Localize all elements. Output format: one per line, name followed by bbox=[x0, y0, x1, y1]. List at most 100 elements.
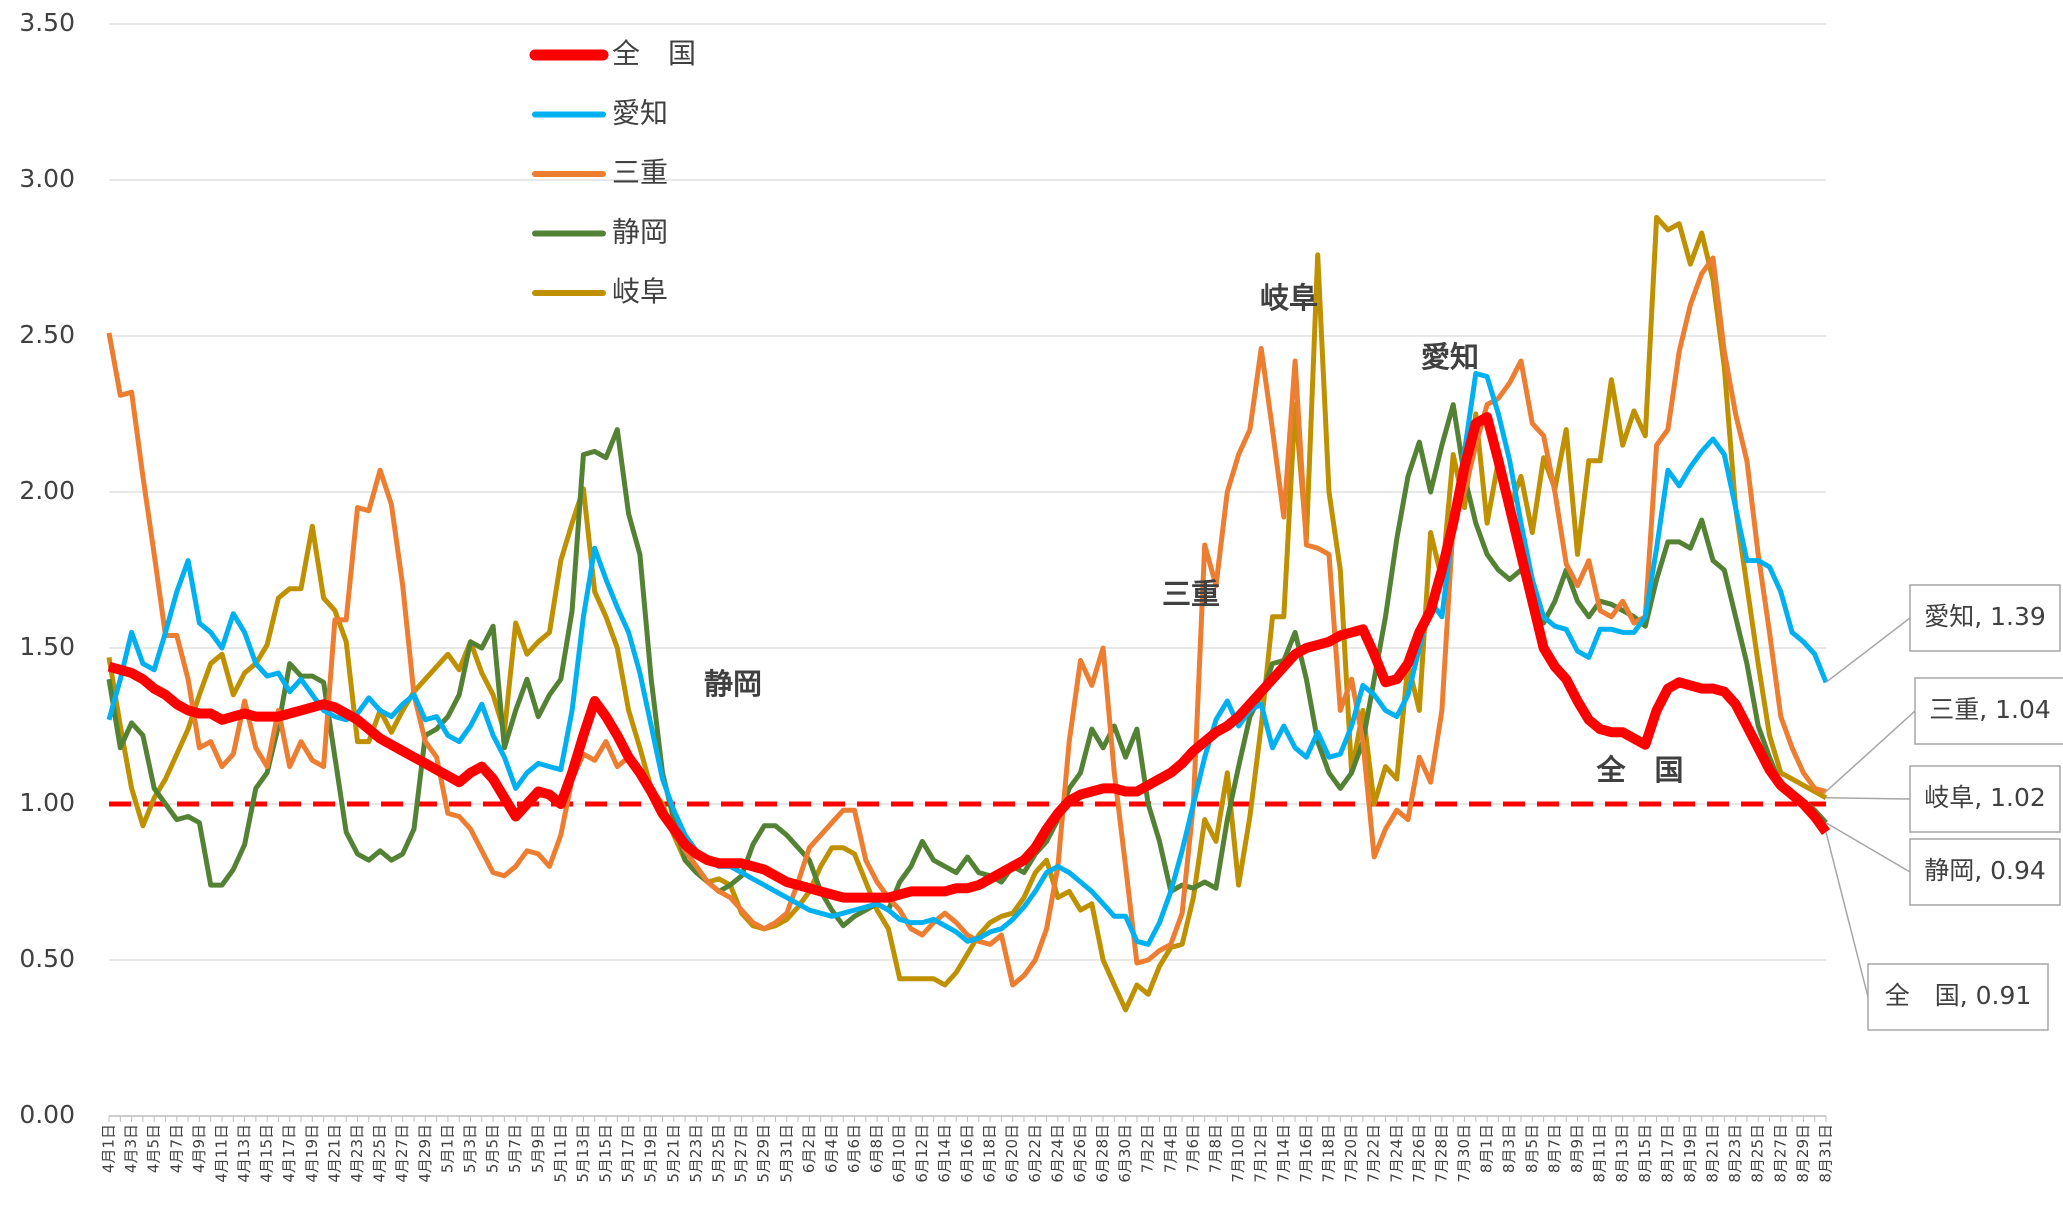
x-tick-label: 7月24日 bbox=[1387, 1124, 1405, 1183]
callout-box bbox=[1909, 838, 2061, 906]
x-tick-label: 7月12日 bbox=[1252, 1124, 1270, 1183]
x-tick-label: 6月8日 bbox=[868, 1124, 886, 1173]
x-tick-label: 5月3日 bbox=[461, 1124, 479, 1173]
x-tick-label: 8月17日 bbox=[1658, 1124, 1676, 1183]
x-tick-label: 8月5日 bbox=[1523, 1124, 1541, 1173]
series-line bbox=[106, 402, 1828, 929]
callout-leader bbox=[1825, 822, 1911, 873]
x-tick-label: 5月9日 bbox=[529, 1124, 547, 1173]
x-tick-label: 4月19日 bbox=[303, 1124, 321, 1183]
x-tick-label: 6月30日 bbox=[1116, 1124, 1134, 1183]
x-tick-label: 6月22日 bbox=[1026, 1124, 1044, 1183]
x-tick-label: 8月3日 bbox=[1500, 1124, 1518, 1173]
callout-label: 三重, 1.04 bbox=[1929, 695, 2051, 724]
legend-label: 岐阜 bbox=[612, 275, 668, 308]
x-tick-label: 8月13日 bbox=[1613, 1124, 1631, 1183]
x-tick-label: 4月25日 bbox=[371, 1124, 389, 1183]
y-tick-label: 2.50 bbox=[19, 320, 75, 349]
series-line bbox=[106, 214, 1828, 1013]
series-label: 静岡 bbox=[704, 667, 762, 701]
y-tick-label: 3.00 bbox=[19, 164, 75, 193]
series-label: 三重 bbox=[1162, 577, 1220, 611]
y-tick-label: 3.50 bbox=[19, 8, 75, 37]
x-tick-label: 6月14日 bbox=[935, 1124, 953, 1183]
x-tick-label: 6月26日 bbox=[1071, 1124, 1089, 1183]
x-tick-label: 8月1日 bbox=[1478, 1124, 1496, 1173]
x-tick-label: 8月7日 bbox=[1545, 1124, 1563, 1173]
callout-leader bbox=[1825, 797, 1911, 800]
x-tick-label: 4月5日 bbox=[145, 1124, 163, 1173]
x-tick-label: 4月3日 bbox=[122, 1124, 140, 1173]
y-tick-label: 0.50 bbox=[19, 944, 75, 973]
x-tick-label: 6月2日 bbox=[800, 1124, 818, 1173]
legend-label: 愛知 bbox=[612, 97, 668, 130]
callout-label: 岐阜, 1.02 bbox=[1924, 783, 2046, 812]
x-tick-label: 4月23日 bbox=[348, 1124, 366, 1183]
legend-label: 静岡 bbox=[612, 216, 668, 249]
x-tick-label: 7月28日 bbox=[1432, 1124, 1450, 1183]
x-tick-label: 7月4日 bbox=[1161, 1124, 1179, 1173]
x-tick-label: 6月10日 bbox=[890, 1124, 908, 1183]
x-tick-label: 4月21日 bbox=[325, 1124, 343, 1183]
x-tick-label: 8月19日 bbox=[1681, 1124, 1699, 1183]
x-tick-label: 7月20日 bbox=[1342, 1124, 1360, 1183]
x-tick-label: 6月12日 bbox=[913, 1124, 931, 1183]
callout-box bbox=[1867, 963, 2049, 1031]
series-label: 岐阜 bbox=[1260, 281, 1318, 315]
callout-box bbox=[1914, 677, 2063, 745]
x-tick-label: 8月23日 bbox=[1726, 1124, 1744, 1183]
x-tick-label: 6月18日 bbox=[981, 1124, 999, 1183]
callout-label: 全 国, 0.91 bbox=[1885, 981, 2032, 1010]
x-tick-label: 5月17日 bbox=[619, 1124, 637, 1183]
x-tick-label: 5月19日 bbox=[642, 1124, 660, 1183]
callout-leader bbox=[1825, 710, 1916, 793]
x-tick-label: 8月9日 bbox=[1568, 1124, 1586, 1173]
x-tick-label: 5月25日 bbox=[709, 1124, 727, 1183]
x-tick-label: 5月1日 bbox=[438, 1124, 456, 1173]
x-tick-label: 7月22日 bbox=[1365, 1124, 1383, 1183]
x-tick-label: 4月9日 bbox=[190, 1124, 208, 1173]
x-tick-label: 7月26日 bbox=[1410, 1124, 1428, 1183]
x-tick-label: 6月28日 bbox=[1094, 1124, 1112, 1183]
x-tick-label: 7月30日 bbox=[1455, 1124, 1473, 1183]
callout-box bbox=[1909, 584, 2061, 652]
x-tick-label: 4月29日 bbox=[416, 1124, 434, 1183]
callout-label: 静岡, 0.94 bbox=[1924, 856, 2046, 885]
x-tick-label: 6月24日 bbox=[1048, 1124, 1066, 1183]
x-tick-label: 8月21日 bbox=[1704, 1124, 1722, 1183]
x-tick-label: 4月7日 bbox=[167, 1124, 185, 1173]
x-tick-label: 8月29日 bbox=[1794, 1124, 1812, 1183]
x-tick-label: 7月8日 bbox=[1207, 1124, 1225, 1173]
x-tick-label: 4月11日 bbox=[212, 1124, 230, 1183]
x-tick-label: 4月15日 bbox=[258, 1124, 276, 1183]
x-tick-label: 5月11日 bbox=[551, 1124, 569, 1183]
x-tick-label: 5月5日 bbox=[484, 1124, 502, 1173]
y-tick-label: 1.50 bbox=[19, 632, 75, 661]
series-line bbox=[107, 412, 1831, 903]
x-tick-label: 4月27日 bbox=[393, 1124, 411, 1183]
callout-label: 愛知, 1.39 bbox=[1924, 602, 2046, 631]
x-tick-label: 7月2日 bbox=[1139, 1124, 1157, 1173]
x-tick-label: 5月7日 bbox=[506, 1124, 524, 1173]
legend-label: 三重 bbox=[612, 156, 668, 189]
x-tick-label: 7月10日 bbox=[1229, 1124, 1247, 1183]
x-tick-label: 5月21日 bbox=[664, 1124, 682, 1183]
x-tick-label: 5月29日 bbox=[755, 1124, 773, 1183]
x-tick-label: 8月15日 bbox=[1636, 1124, 1654, 1183]
x-tick-label: 5月31日 bbox=[777, 1124, 795, 1183]
x-tick-label: 8月11日 bbox=[1591, 1124, 1609, 1183]
x-tick-label: 4月17日 bbox=[280, 1124, 298, 1183]
x-tick-label: 6月4日 bbox=[822, 1124, 840, 1173]
x-tick-label: 7月18日 bbox=[1319, 1124, 1337, 1183]
legend-label: 全 国 bbox=[612, 37, 696, 70]
x-tick-label: 5月27日 bbox=[732, 1124, 750, 1183]
x-tick-label: 6月16日 bbox=[958, 1124, 976, 1183]
callout-box bbox=[1909, 765, 2061, 833]
callout-leader bbox=[1825, 831, 1869, 998]
x-tick-label: 8月31日 bbox=[1817, 1124, 1835, 1183]
x-tick-label: 4月13日 bbox=[235, 1124, 253, 1183]
x-tick-label: 5月15日 bbox=[597, 1124, 615, 1183]
x-tick-label: 5月23日 bbox=[687, 1124, 705, 1183]
series-line bbox=[106, 255, 1827, 988]
